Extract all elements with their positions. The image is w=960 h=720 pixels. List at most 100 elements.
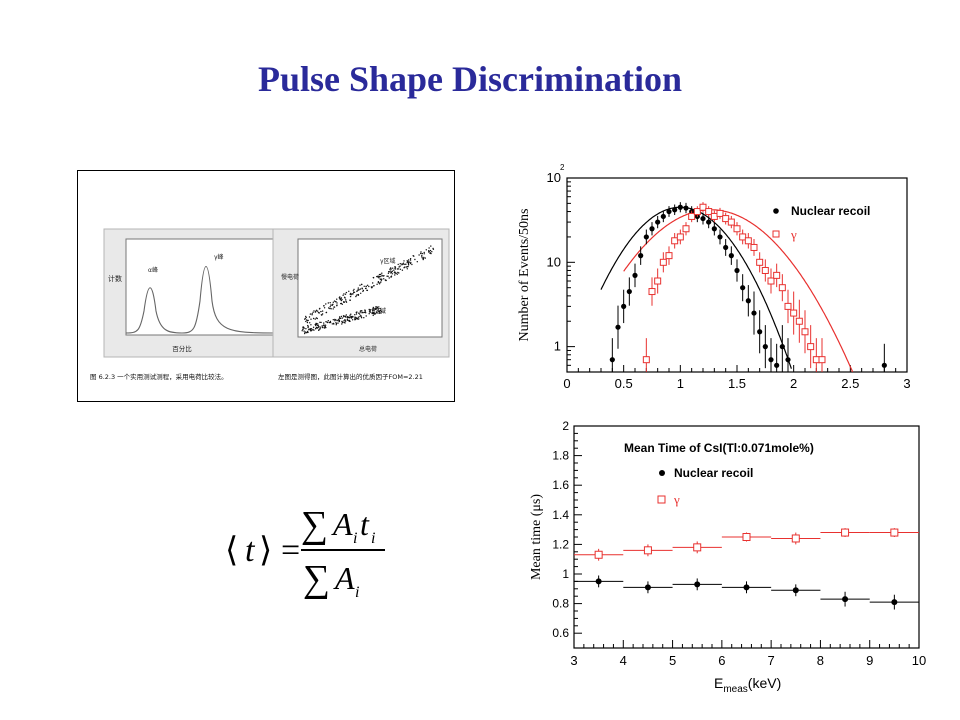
scatter-dot-gamma (340, 297, 343, 299)
scatter-dot-gamma (358, 289, 360, 291)
scatter-dot-gamma (386, 275, 388, 277)
scatter-dot-gamma (376, 275, 378, 278)
scatter-dot-gamma (394, 268, 396, 270)
scatter-dot-gamma (421, 252, 423, 255)
scatter-dot-gamma (379, 282, 381, 284)
scatter-dot-alpha (341, 320, 343, 323)
scatter-dot-gamma (328, 307, 330, 309)
chart1-point-nuclear-recoil (740, 285, 746, 291)
scatter-dot-gamma (333, 300, 336, 302)
scatter-dot-alpha (319, 326, 321, 328)
chart1-point-gamma (676, 233, 684, 241)
chart2-y-tick-label: 0.6 (552, 626, 569, 640)
scatter-dot-alpha (325, 321, 327, 323)
chart1-point-nuclear-recoil (762, 344, 768, 350)
scatter-dot-alpha (365, 315, 367, 317)
scatter-dot-alpha (369, 309, 372, 311)
scatter-dot-gamma (365, 285, 367, 288)
scatter-dot-alpha (355, 313, 358, 315)
chart1-y-axis-label: Number of Events/50ns (517, 209, 532, 342)
chart1-x-tick-label: 2 (790, 376, 797, 391)
scatter-dot-gamma (403, 260, 405, 262)
formula-lhs: t (245, 532, 256, 569)
scatter-dot-alpha (341, 317, 343, 319)
scatter-dot-gamma (390, 272, 392, 274)
scatter-dot-gamma (350, 292, 352, 295)
chart1-point-nuclear-recoil (757, 329, 763, 335)
scatter-dot-gamma (366, 284, 369, 286)
formula-svg: ⟨ t ⟩ = ∑ A i t i ∑ A i (225, 504, 385, 601)
chart1-legend-marker-gamma (772, 230, 780, 238)
scatter-dot-alpha (324, 324, 327, 326)
chart1-point-gamma (727, 218, 735, 226)
scatter-dot-gamma (428, 250, 430, 252)
chart1-legend-marker-nuclear-recoil (773, 208, 779, 214)
scatter-dot-alpha (344, 319, 346, 321)
chart2-y-tick-label: 1.6 (552, 478, 569, 492)
scatter-dot-gamma (409, 262, 412, 265)
scatter-dot-gamma (336, 298, 338, 300)
scatter-dot-gamma (378, 273, 381, 276)
chart2-legend-label-nuclear-recoil: Nuclear recoil (674, 466, 753, 480)
scatter-dot-alpha (302, 326, 304, 328)
chart1-point-nuclear-recoil (655, 219, 661, 225)
scatter-dot-gamma (402, 263, 404, 265)
scatter-dot-gamma (430, 245, 432, 247)
scatter-dot-gamma (380, 281, 382, 283)
scatter-dot-gamma (342, 294, 344, 296)
chart1-point-gamma (671, 237, 679, 245)
scatter-dot-gamma (381, 278, 383, 280)
scatter-dot-gamma (317, 310, 319, 312)
scatter-dot-alpha (379, 312, 381, 314)
scatter-dot-alpha (350, 313, 352, 315)
chart1-point-nuclear-recoil (774, 362, 780, 368)
scatter-dot-alpha (378, 311, 380, 313)
scatter-dot-gamma (422, 258, 424, 261)
chart1-point-nuclear-recoil (632, 272, 638, 278)
scatter-dot-alpha (363, 317, 365, 319)
scatter-dot-alpha (362, 311, 364, 314)
scatter-dot-alpha (354, 316, 356, 318)
chart1-point-nuclear-recoil (785, 357, 791, 363)
scatter-dot-gamma (305, 316, 307, 319)
scatter-dot-gamma (377, 275, 379, 277)
scatter-dot-gamma (421, 254, 423, 257)
chart1-point-gamma (795, 317, 803, 325)
scatter-dot-alpha (306, 331, 309, 333)
chart1-point-gamma (750, 243, 758, 251)
chart1-point-nuclear-recoil (706, 219, 712, 225)
scatter-dot-gamma (325, 311, 327, 314)
scatter-dot-gamma (390, 267, 392, 269)
scatter-dot-alpha (311, 329, 313, 331)
chart1-point-gamma (818, 356, 826, 364)
chart2-x-tick-label: 8 (817, 653, 824, 668)
left-plot-peak-gamma: γ峰 (214, 253, 224, 261)
scatter-dot-gamma (411, 263, 413, 266)
chart2-x-tick-label: 5 (669, 653, 676, 668)
scatter-dot-gamma (344, 297, 346, 299)
scatter-dot-alpha (304, 332, 306, 335)
scatter-dot-gamma (397, 268, 400, 270)
chart1-y-tick-label: 10 (547, 170, 561, 185)
scatter-dot-alpha (319, 328, 321, 330)
scatter-dot-gamma (429, 249, 432, 252)
mean-time-chart: 3 4 5 6 7 8 9 10 0.6 0.8 1 1.2 1.4 1.6 1.8 2 Mean Time o… (529, 419, 926, 695)
scatter-dot-alpha (359, 310, 362, 312)
chart1-point-nuclear-recoil (615, 324, 621, 330)
scatter-dot-gamma (308, 316, 311, 318)
scatter-dot-gamma (393, 269, 395, 271)
formula-numerator-sum: ∑ (301, 504, 328, 546)
scatter-dot-gamma (364, 287, 367, 290)
scatter-dot-alpha (307, 324, 309, 327)
left-plot-xlabel: 百分比 (172, 344, 192, 353)
scatter-dot-alpha (315, 328, 317, 330)
scatter-dot-alpha (336, 319, 338, 321)
scatter-dot-gamma (404, 266, 406, 268)
scatter-dot-gamma (306, 321, 309, 324)
chart1-point-gamma (812, 356, 820, 364)
chart2-point-gamma (890, 528, 899, 537)
scatter-dot-gamma (315, 310, 317, 312)
scatter-dot-gamma (325, 303, 327, 305)
chart2-x-tick-label: 10 (912, 653, 926, 668)
